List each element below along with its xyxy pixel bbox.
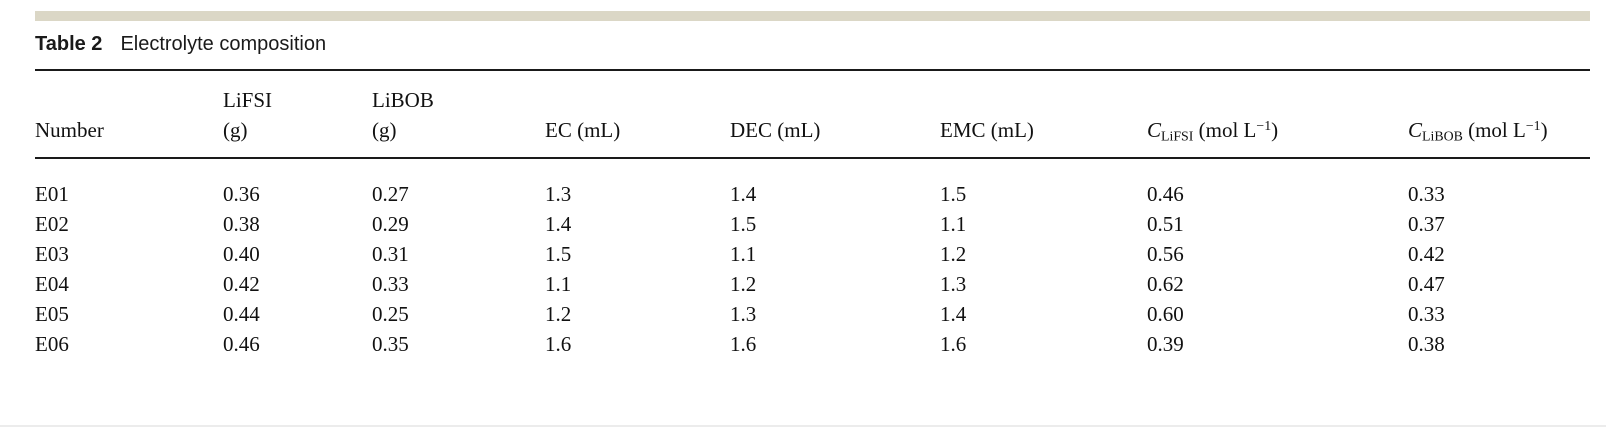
unit-text: (mol L bbox=[1462, 118, 1526, 142]
header-spacer bbox=[940, 85, 1147, 115]
cell-ec: 1.4 bbox=[545, 212, 572, 236]
cell-dec: 1.2 bbox=[730, 272, 757, 296]
table-row: E04 0.42 0.33 1.1 1.2 1.3 0.62 0.47 bbox=[35, 269, 1590, 299]
section-accent-bar bbox=[35, 11, 1590, 21]
col-header-emc: EMC (mL) bbox=[940, 70, 1147, 159]
col-header-libob-line1: LiBOB bbox=[372, 88, 434, 112]
col-header-dec: DEC (mL) bbox=[730, 70, 940, 159]
col-header-dec-label: DEC (mL) bbox=[730, 118, 821, 142]
cell-emc: 1.3 bbox=[940, 272, 967, 296]
cell-ec: 1.5 bbox=[545, 242, 572, 266]
col-header-c-libob-label: CLiBOB (mol L−1) bbox=[1408, 115, 1590, 145]
cell-c-libob: 0.33 bbox=[1408, 302, 1445, 326]
cell-lifsi-g: 0.40 bbox=[223, 242, 260, 266]
cell-dec: 1.6 bbox=[730, 332, 757, 356]
cell-c-libob: 0.42 bbox=[1408, 242, 1445, 266]
table-row: E06 0.46 0.35 1.6 1.6 1.6 0.39 0.38 bbox=[35, 329, 1590, 359]
unit-close: ) bbox=[1271, 118, 1279, 142]
cell-ec: 1.1 bbox=[545, 272, 572, 296]
electrolyte-composition-table: Number LiFSI (g) LiBOB (g) EC (mL) DEC (… bbox=[35, 69, 1590, 359]
cell-libob-g: 0.25 bbox=[372, 302, 409, 326]
table-label: Table 2 bbox=[35, 33, 103, 55]
col-header-emc-label: EMC (mL) bbox=[940, 118, 1034, 142]
cell-c-libob: 0.47 bbox=[1408, 272, 1445, 296]
unit-exponent: −1 bbox=[1525, 118, 1541, 134]
cell-c-libob: 0.37 bbox=[1408, 212, 1445, 236]
cell-c-lifsi: 0.39 bbox=[1147, 332, 1184, 356]
cell-lifsi-g: 0.44 bbox=[223, 302, 260, 326]
col-header-c-lifsi-label: CLiFSI (mol L−1) bbox=[1147, 115, 1408, 145]
cell-libob-g: 0.35 bbox=[372, 332, 409, 356]
unit-close: ) bbox=[1540, 118, 1548, 142]
cell-emc: 1.2 bbox=[940, 242, 967, 266]
col-header-number: Number bbox=[35, 70, 223, 159]
cell-number: E02 bbox=[35, 212, 69, 236]
cell-libob-g: 0.33 bbox=[372, 272, 409, 296]
cell-lifsi-g: 0.46 bbox=[223, 332, 260, 356]
cell-lifsi-g: 0.38 bbox=[223, 212, 260, 236]
col-header-ec: EC (mL) bbox=[545, 70, 730, 159]
cell-c-lifsi: 0.62 bbox=[1147, 272, 1184, 296]
table-caption-text: Electrolyte composition bbox=[120, 33, 327, 55]
col-header-libob-g: LiBOB (g) bbox=[372, 70, 545, 159]
table-row: E02 0.38 0.29 1.4 1.5 1.1 0.51 0.37 bbox=[35, 209, 1590, 239]
concentration-subscript: LiFSI bbox=[1161, 128, 1194, 144]
bottom-divider bbox=[0, 425, 1606, 427]
cell-ec: 1.3 bbox=[545, 182, 572, 206]
cell-number: E06 bbox=[35, 332, 69, 356]
cell-number: E03 bbox=[35, 242, 69, 266]
cell-number: E05 bbox=[35, 302, 69, 326]
cell-emc: 1.6 bbox=[940, 332, 967, 356]
cell-ec: 1.6 bbox=[545, 332, 572, 356]
cell-number: E04 bbox=[35, 272, 69, 296]
cell-libob-g: 0.29 bbox=[372, 212, 409, 236]
cell-emc: 1.5 bbox=[940, 182, 967, 206]
cell-c-lifsi: 0.56 bbox=[1147, 242, 1184, 266]
col-header-lifsi-line2: (g) bbox=[223, 118, 248, 142]
cell-number: E01 bbox=[35, 182, 69, 206]
cell-dec: 1.1 bbox=[730, 242, 757, 266]
cell-c-lifsi: 0.46 bbox=[1147, 182, 1184, 206]
table-body: E01 0.36 0.27 1.3 1.4 1.5 0.46 0.33 E02 … bbox=[35, 158, 1590, 359]
cell-emc: 1.1 bbox=[940, 212, 967, 236]
col-header-libob-line2: (g) bbox=[372, 118, 397, 142]
col-header-lifsi-g: LiFSI (g) bbox=[223, 70, 372, 159]
header-spacer bbox=[35, 85, 223, 115]
table-caption: Table 2 Electrolyte composition bbox=[35, 32, 326, 56]
col-header-number-label: Number bbox=[35, 118, 104, 142]
cell-ec: 1.2 bbox=[545, 302, 572, 326]
concentration-symbol: C bbox=[1408, 118, 1423, 142]
cell-lifsi-g: 0.36 bbox=[223, 182, 260, 206]
cell-dec: 1.3 bbox=[730, 302, 757, 326]
col-header-ec-label: EC (mL) bbox=[545, 118, 621, 142]
header-row: Number LiFSI (g) LiBOB (g) EC (mL) DEC (… bbox=[35, 70, 1590, 159]
cell-c-libob: 0.38 bbox=[1408, 332, 1445, 356]
cell-dec: 1.5 bbox=[730, 212, 757, 236]
cell-c-lifsi: 0.51 bbox=[1147, 212, 1184, 236]
col-header-lifsi-line1: LiFSI bbox=[223, 88, 273, 112]
table-row: E05 0.44 0.25 1.2 1.3 1.4 0.60 0.33 bbox=[35, 299, 1590, 329]
table-header: Number LiFSI (g) LiBOB (g) EC (mL) DEC (… bbox=[35, 70, 1590, 159]
table-row: E01 0.36 0.27 1.3 1.4 1.5 0.46 0.33 bbox=[35, 158, 1590, 209]
unit-text: (mol L bbox=[1193, 118, 1257, 142]
concentration-symbol: C bbox=[1147, 118, 1162, 142]
cell-libob-g: 0.27 bbox=[372, 182, 409, 206]
cell-dec: 1.4 bbox=[730, 182, 757, 206]
header-spacer bbox=[1408, 85, 1590, 115]
cell-c-libob: 0.33 bbox=[1408, 182, 1445, 206]
header-spacer bbox=[1147, 85, 1408, 115]
unit-exponent: −1 bbox=[1256, 118, 1272, 134]
table-row: E03 0.40 0.31 1.5 1.1 1.2 0.56 0.42 bbox=[35, 239, 1590, 269]
col-header-c-libob: CLiBOB (mol L−1) bbox=[1408, 70, 1590, 159]
cell-libob-g: 0.31 bbox=[372, 242, 409, 266]
cell-emc: 1.4 bbox=[940, 302, 967, 326]
header-spacer bbox=[730, 85, 940, 115]
cell-lifsi-g: 0.42 bbox=[223, 272, 260, 296]
col-header-c-lifsi: CLiFSI (mol L−1) bbox=[1147, 70, 1408, 159]
header-spacer bbox=[545, 85, 730, 115]
concentration-subscript: LiBOB bbox=[1422, 128, 1463, 144]
cell-c-lifsi: 0.60 bbox=[1147, 302, 1184, 326]
